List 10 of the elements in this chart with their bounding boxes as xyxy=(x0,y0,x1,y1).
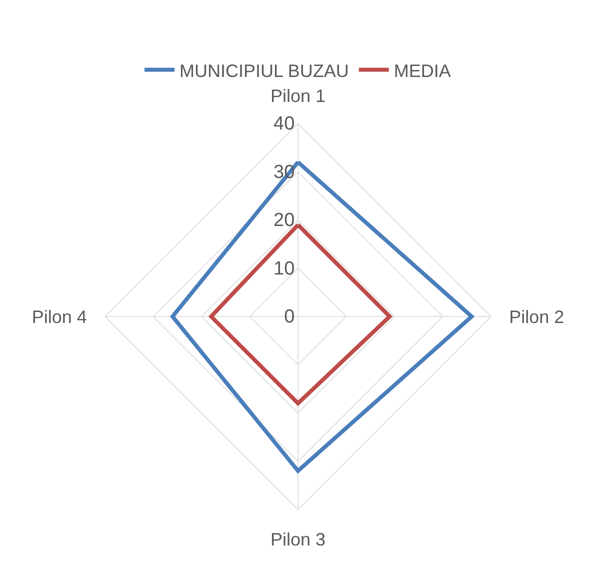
spoke-label: Pilon 1 xyxy=(270,86,326,106)
spoke-label: Pilon 4 xyxy=(32,306,87,327)
legend-label: MUNICIPIUL BUZAU xyxy=(180,60,349,81)
y-tick-label: 20 xyxy=(274,210,295,232)
y-tick-label: 40 xyxy=(274,114,295,135)
y-tick-label: 10 xyxy=(274,258,295,280)
spoke-label: Pilon 3 xyxy=(270,530,326,550)
spoke-label: Pilon 2 xyxy=(509,306,564,327)
y-tick-label: 0 xyxy=(284,306,295,328)
legend-label: MEDIA xyxy=(394,60,451,81)
